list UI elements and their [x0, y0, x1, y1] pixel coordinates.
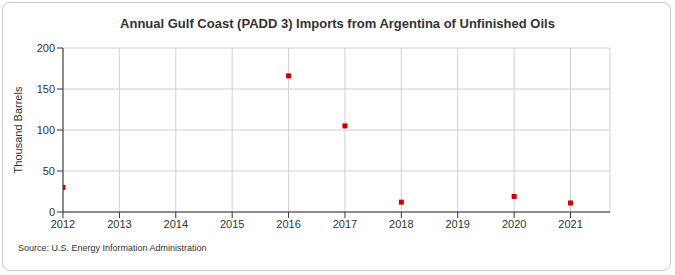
html-text:Thousand Barrels: Thousand Barrels	[12, 86, 24, 174]
svg-text:2016: 2016	[276, 218, 300, 230]
html-text:Source: U.S. Energy Informatio: Source: U.S. Energy Information Administ…	[18, 243, 207, 253]
svg-text:2013: 2013	[107, 218, 131, 230]
html-text:Annual Gulf Coast (PADD 3) Imp: Annual Gulf Coast (PADD 3) Imports from …	[120, 16, 555, 31]
svg-text:2014: 2014	[164, 218, 188, 230]
svg-text:100: 100	[37, 124, 55, 136]
svg-text:2018: 2018	[389, 218, 413, 230]
svg-text:2015: 2015	[220, 218, 244, 230]
svg-text:50: 50	[43, 165, 55, 177]
svg-text:2020: 2020	[502, 218, 526, 230]
svg-text:2019: 2019	[446, 218, 470, 230]
svg-text:0: 0	[49, 206, 55, 218]
svg-text:150: 150	[37, 83, 55, 95]
svg-text:2021: 2021	[558, 218, 582, 230]
svg-text:2017: 2017	[333, 218, 357, 230]
svg-text:2012: 2012	[51, 218, 75, 230]
svg-text:200: 200	[37, 42, 55, 54]
